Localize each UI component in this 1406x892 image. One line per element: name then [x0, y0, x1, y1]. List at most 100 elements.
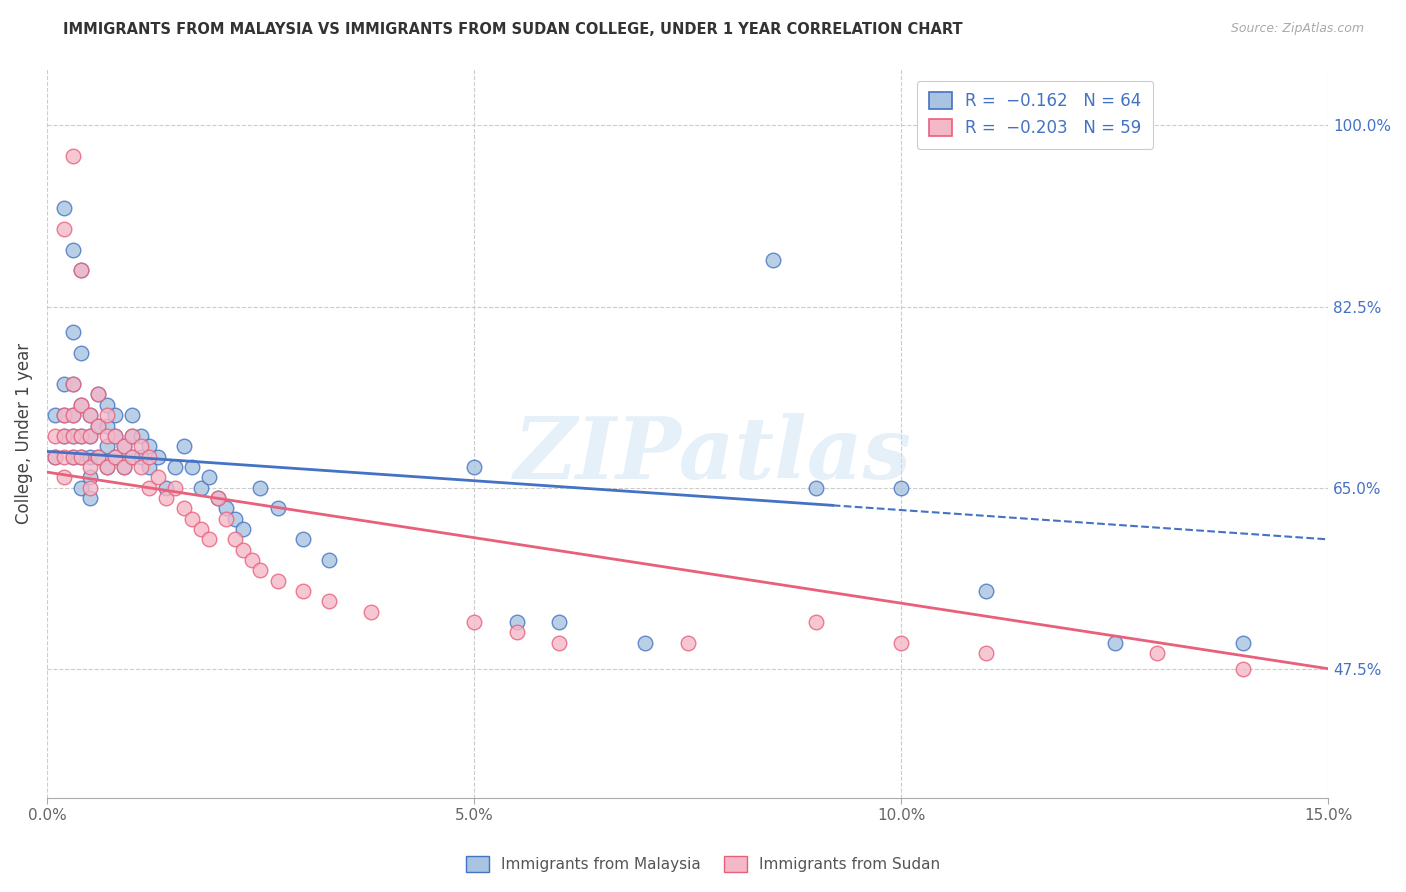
Point — [129, 450, 152, 464]
Point — [62, 450, 84, 464]
Point — [79, 408, 101, 422]
Point — [207, 491, 229, 505]
Point — [62, 243, 84, 257]
Point — [224, 511, 246, 525]
Point — [548, 636, 571, 650]
Point — [676, 636, 699, 650]
Point — [890, 481, 912, 495]
Point — [44, 450, 66, 464]
Point — [292, 584, 315, 599]
Point — [249, 563, 271, 577]
Point — [62, 408, 84, 422]
Point — [70, 346, 93, 360]
Point — [79, 481, 101, 495]
Point — [890, 636, 912, 650]
Point — [62, 429, 84, 443]
Point — [62, 149, 84, 163]
Point — [96, 429, 118, 443]
Point — [215, 501, 238, 516]
Point — [190, 522, 212, 536]
Text: IMMIGRANTS FROM MALAYSIA VS IMMIGRANTS FROM SUDAN COLLEGE, UNDER 1 YEAR CORRELAT: IMMIGRANTS FROM MALAYSIA VS IMMIGRANTS F… — [63, 22, 963, 37]
Point — [96, 459, 118, 474]
Point — [121, 408, 143, 422]
Point — [129, 429, 152, 443]
Point — [181, 511, 204, 525]
Point — [87, 450, 110, 464]
Point — [121, 450, 143, 464]
Point — [104, 450, 127, 464]
Point — [70, 398, 93, 412]
Point — [198, 470, 221, 484]
Point — [976, 584, 998, 599]
Point — [181, 459, 204, 474]
Point — [138, 439, 160, 453]
Point — [138, 459, 160, 474]
Point — [96, 439, 118, 453]
Point — [52, 222, 75, 236]
Point — [215, 511, 238, 525]
Point — [155, 491, 177, 505]
Point — [129, 439, 152, 453]
Point — [292, 533, 315, 547]
Point — [634, 636, 657, 650]
Point — [232, 522, 254, 536]
Point — [318, 594, 340, 608]
Point — [173, 439, 195, 453]
Point — [163, 481, 186, 495]
Point — [240, 553, 263, 567]
Point — [505, 615, 527, 629]
Point — [62, 408, 84, 422]
Point — [70, 398, 93, 412]
Point — [146, 450, 169, 464]
Point — [155, 481, 177, 495]
Point — [79, 450, 101, 464]
Point — [976, 646, 998, 660]
Point — [224, 533, 246, 547]
Point — [104, 429, 127, 443]
Point — [104, 429, 127, 443]
Point — [548, 615, 571, 629]
Point — [112, 439, 135, 453]
Point — [52, 450, 75, 464]
Point — [804, 481, 827, 495]
Point — [121, 450, 143, 464]
Point — [112, 459, 135, 474]
Point — [87, 450, 110, 464]
Text: Source: ZipAtlas.com: Source: ZipAtlas.com — [1230, 22, 1364, 36]
Point — [138, 450, 160, 464]
Point — [190, 481, 212, 495]
Point — [52, 470, 75, 484]
Point — [1232, 662, 1254, 676]
Point — [62, 326, 84, 340]
Point — [505, 625, 527, 640]
Point — [129, 459, 152, 474]
Point — [79, 429, 101, 443]
Point — [87, 418, 110, 433]
Legend: R =  −0.162   N = 64, R =  −0.203   N = 59: R = −0.162 N = 64, R = −0.203 N = 59 — [917, 80, 1153, 148]
Point — [104, 408, 127, 422]
Point — [232, 542, 254, 557]
Point — [62, 450, 84, 464]
Point — [1232, 636, 1254, 650]
Point — [163, 459, 186, 474]
Point — [762, 252, 785, 267]
Point — [249, 481, 271, 495]
Point — [79, 470, 101, 484]
Point — [198, 533, 221, 547]
Point — [87, 387, 110, 401]
Point — [79, 491, 101, 505]
Point — [804, 615, 827, 629]
Point — [96, 398, 118, 412]
Point — [266, 574, 288, 588]
Point — [96, 408, 118, 422]
Point — [62, 377, 84, 392]
Point — [96, 459, 118, 474]
Point — [463, 459, 485, 474]
Point — [52, 408, 75, 422]
Point — [1104, 636, 1126, 650]
Point — [52, 201, 75, 215]
Point — [173, 501, 195, 516]
Point — [52, 408, 75, 422]
Point — [62, 377, 84, 392]
Point — [112, 439, 135, 453]
